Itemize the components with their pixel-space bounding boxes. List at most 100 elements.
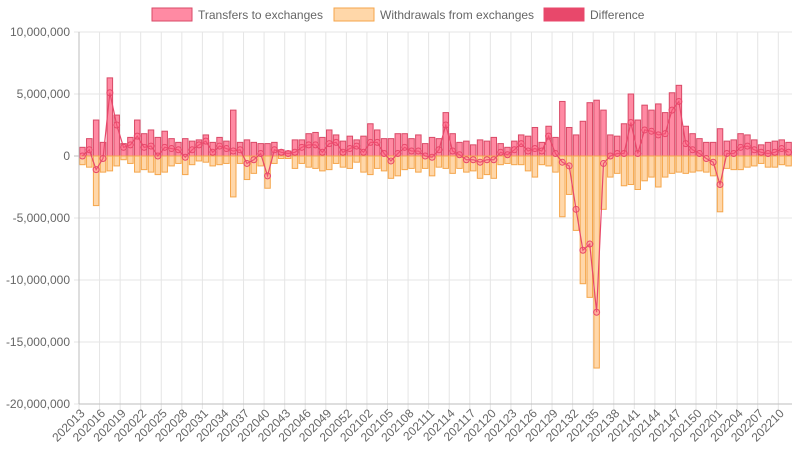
difference-point: [298, 143, 306, 151]
difference-point: [689, 146, 697, 154]
withdrawal-bar: [243, 155, 251, 181]
difference-point: [401, 143, 409, 151]
withdrawal-bar: [730, 155, 737, 171]
withdrawal-bar: [709, 155, 717, 177]
difference-point: [627, 119, 635, 127]
difference-point: [654, 131, 662, 139]
withdrawal-bar: [449, 155, 456, 174]
withdrawal-bar: [168, 155, 175, 167]
difference-point: [510, 146, 518, 154]
difference-point: [339, 148, 347, 156]
difference-point: [572, 205, 580, 213]
difference-point: [469, 156, 477, 164]
withdrawal-bar: [360, 155, 367, 173]
withdrawal-bar: [559, 155, 566, 218]
difference-point: [771, 148, 779, 156]
difference-point: [216, 142, 224, 150]
withdrawal-bar: [339, 155, 347, 168]
difference-point: [785, 148, 793, 156]
difference-point: [414, 147, 422, 155]
difference-point: [257, 150, 265, 158]
transfer-bar: [490, 136, 498, 157]
difference-point: [579, 246, 587, 254]
withdrawal-bar: [497, 155, 504, 166]
y-tick-label: -10,000,000: [6, 273, 70, 287]
difference-point: [613, 150, 621, 158]
withdrawal-bar: [428, 155, 436, 177]
withdrawal-bar: [579, 155, 587, 285]
withdrawal-bar: [394, 155, 402, 177]
difference-point: [353, 142, 361, 150]
difference-point: [243, 159, 251, 167]
difference-point: [593, 308, 601, 316]
difference-point: [462, 156, 470, 164]
difference-point: [538, 147, 546, 155]
difference-point: [750, 146, 758, 154]
withdrawal-bar: [682, 155, 689, 174]
difference-point: [435, 146, 443, 154]
difference-point: [318, 148, 326, 156]
withdrawal-bar: [627, 155, 635, 186]
withdrawal-bar: [476, 155, 484, 179]
difference-point: [222, 145, 230, 153]
difference-point: [229, 147, 237, 155]
difference-point: [709, 158, 717, 166]
difference-line: [78, 89, 793, 316]
difference-point: [85, 146, 93, 154]
withdrawal-bar: [380, 155, 388, 172]
withdrawal-bar: [463, 155, 470, 173]
withdrawal-bar: [538, 155, 546, 166]
difference-point: [716, 181, 724, 189]
difference-point: [442, 121, 450, 129]
withdrawal-bar: [106, 155, 114, 172]
difference-point: [455, 151, 463, 159]
transfer-bar: [428, 136, 436, 157]
difference-point: [78, 152, 86, 160]
difference-point: [586, 240, 594, 248]
transfer-bar: [565, 126, 573, 157]
transfer-bar: [559, 100, 566, 157]
withdrawal-bar: [613, 155, 621, 174]
legend-transfers-swatch: [151, 7, 193, 22]
legend-withdrawals-label: Withdrawals from exchanges: [380, 8, 534, 22]
difference-point: [408, 147, 416, 155]
y-tick-label: 0: [63, 149, 70, 163]
legend-transfers-label: Transfers to exchanges: [198, 8, 323, 22]
withdrawal-bar: [620, 155, 628, 187]
withdrawal-bar: [161, 155, 168, 173]
withdrawal-bar: [600, 155, 607, 210]
withdrawal-bar: [641, 155, 648, 182]
difference-point: [695, 150, 703, 158]
difference-point: [737, 143, 745, 151]
legend-withdrawals-swatch: [333, 7, 375, 22]
withdrawal-bar: [147, 155, 155, 173]
y-tick-label: -5,000,000: [13, 211, 71, 225]
withdrawal-bar: [134, 155, 141, 173]
difference-point: [373, 138, 381, 146]
difference-point: [264, 172, 272, 180]
difference-point: [490, 156, 498, 164]
difference-point: [250, 156, 258, 164]
transfer-bar: [668, 92, 676, 157]
withdrawal-bar: [92, 155, 100, 207]
transfer-bar: [387, 138, 395, 157]
withdrawal-bar: [634, 155, 641, 190]
withdrawal-bar: [373, 155, 381, 169]
transfer-bar: [709, 141, 717, 157]
difference-point: [599, 159, 607, 167]
withdrawal-bar: [531, 155, 539, 178]
withdrawal-bar: [785, 155, 792, 167]
difference-point: [154, 152, 162, 160]
withdrawal-bar: [182, 155, 189, 176]
difference-point: [270, 146, 278, 154]
withdrawal-bar: [284, 155, 292, 159]
withdrawal-bar: [216, 155, 223, 166]
difference-point: [503, 151, 511, 159]
withdrawal-bar: [661, 155, 669, 178]
transfer-bar: [113, 114, 120, 157]
difference-point: [174, 146, 182, 154]
withdrawal-bar: [223, 155, 230, 164]
difference-point: [360, 148, 368, 156]
withdrawal-bar: [483, 155, 491, 176]
y-tick-label: -20,000,000: [6, 397, 70, 411]
